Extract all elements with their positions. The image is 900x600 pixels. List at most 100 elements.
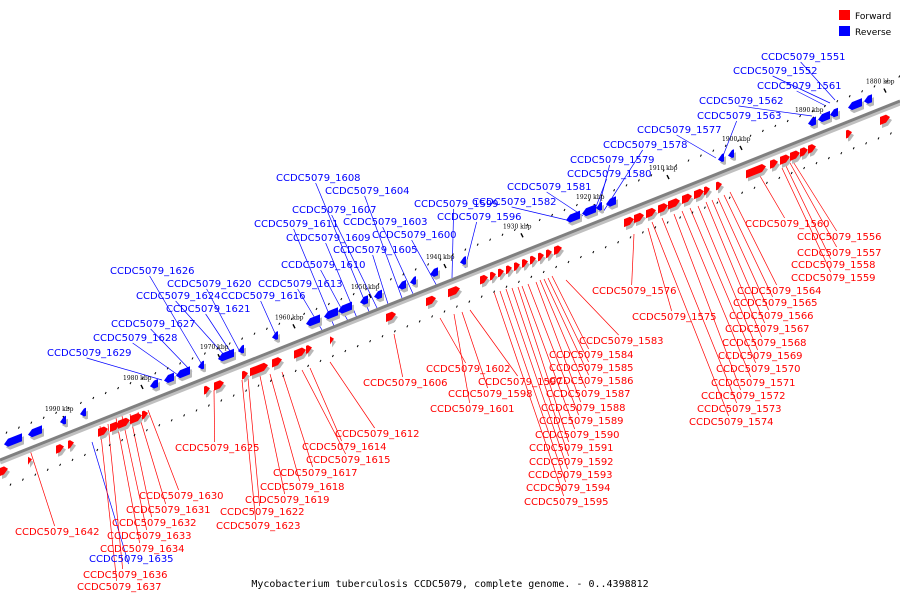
reverse-gene-glyph-4 xyxy=(80,407,86,417)
leader-line-ccdc5079-1606 xyxy=(393,333,403,378)
forward-gene-glyph-11 xyxy=(214,380,224,391)
forward-gene-glyph-22 xyxy=(490,271,496,281)
forward-gene-glyph-46 xyxy=(846,129,852,139)
forward-gene-glyph-9 xyxy=(142,410,148,420)
minor-tick xyxy=(377,282,380,286)
minor-tick xyxy=(852,147,855,150)
forward-gene-glyph-27 xyxy=(530,255,536,265)
minor-tick xyxy=(406,325,409,328)
forward-gene-glyph-40 xyxy=(746,164,766,179)
gene-label-ccdc5079-1628: CCDC5079_1628 xyxy=(93,333,178,344)
minor-tick xyxy=(513,228,516,232)
gene-label-ccdc5079-1589: CCDC5079_1589 xyxy=(539,416,624,427)
leader-line-ccdc5079-1618 xyxy=(269,373,300,482)
leader-line-ccdc5079-1579 xyxy=(597,164,610,211)
minor-tick xyxy=(741,191,744,194)
minor-tick xyxy=(331,354,334,358)
reverse-gene-glyph-18 xyxy=(410,276,416,285)
forward-gene-glyph-6 xyxy=(110,421,120,433)
minor-tick xyxy=(290,317,293,321)
minor-tick xyxy=(220,399,223,402)
leader-line-ccdc5079-1573 xyxy=(661,217,737,404)
reverse-gene-glyph-30 xyxy=(848,98,862,111)
minor-tick xyxy=(840,151,843,155)
scale-label: 1930 kbp xyxy=(503,223,532,230)
leader-line-ccdc5079-1565 xyxy=(723,194,773,298)
minor-tick xyxy=(563,208,566,212)
forward-gene-glyph-17-shadow xyxy=(332,339,336,348)
gene-label-ccdc5079-1563: CCDC5079_1563 xyxy=(697,111,782,122)
leader-line-ccdc5079-1642 xyxy=(29,449,55,527)
gene-label-ccdc5079-1565: CCDC5079_1565 xyxy=(733,298,818,309)
leader-line-ccdc5079-1604 xyxy=(364,195,403,299)
scale-label: 1920 kbp xyxy=(576,194,605,201)
minor-tick xyxy=(216,347,219,350)
reverse-gene-glyph-22 xyxy=(582,204,596,217)
gene-label-ccdc5079-1564: CCDC5079_1564 xyxy=(737,286,822,297)
leader-line-ccdc5079-1562 xyxy=(738,105,813,117)
leader-line-ccdc5079-1557 xyxy=(789,162,837,248)
leader-line-ccdc5079-1611 xyxy=(293,228,335,327)
minor-tick xyxy=(71,458,74,462)
forward-gene-glyph-42 xyxy=(780,154,790,165)
leader-line-ccdc5079-1630 xyxy=(147,409,179,491)
minor-tick xyxy=(803,166,806,170)
gene-label-ccdc5079-1572: CCDC5079_1572 xyxy=(701,391,786,402)
minor-tick xyxy=(489,238,492,241)
reverse-gene-glyph-15 xyxy=(360,295,368,305)
leader-line-ccdc5079-1571 xyxy=(681,210,751,378)
forward-gene-glyph-44 xyxy=(800,147,808,157)
minor-tick xyxy=(158,424,161,427)
gene-label-ccdc5079-1585: CCDC5079_1585 xyxy=(549,363,634,374)
leader-line-ccdc5079-1585 xyxy=(547,277,589,363)
forward-gene-glyph-40-shadow xyxy=(748,167,768,182)
reverse-gene-glyph-25 xyxy=(718,153,724,162)
leader-line-ccdc5079-1626 xyxy=(149,275,205,369)
minor-tick xyxy=(34,473,37,476)
forward-gene-glyph-13 xyxy=(250,362,268,377)
gene-label-ccdc5079-1568: CCDC5079_1568 xyxy=(722,338,807,349)
minor-tick xyxy=(265,327,268,330)
reverse-gene-glyph-11 xyxy=(272,331,278,340)
minor-tick xyxy=(195,409,198,412)
gene-label-ccdc5079-1603: CCDC5079_1603 xyxy=(343,217,428,228)
minor-tick xyxy=(629,236,632,239)
minor-tick xyxy=(393,330,396,333)
gene-label-ccdc5079-1577: CCDC5079_1577 xyxy=(637,125,722,136)
leader-line-ccdc5079-1619 xyxy=(259,375,285,495)
gene-label-ccdc5079-1626: CCDC5079_1626 xyxy=(110,266,195,277)
gene-label-ccdc5079-1612: CCDC5079_1612 xyxy=(335,429,420,440)
minor-tick xyxy=(352,292,355,296)
leader-line-ccdc5079-1587 xyxy=(539,279,586,389)
forward-gene-glyph-34 xyxy=(658,203,668,214)
reverse-gene-glyph-7 xyxy=(176,366,190,379)
reverse-gene-glyph-27 xyxy=(808,116,816,127)
forward-gene-glyph-41 xyxy=(770,159,778,169)
gene-label-ccdc5079-1583: CCDC5079_1583 xyxy=(579,336,664,347)
legend-reverse-swatch xyxy=(839,26,850,36)
gene-label-ccdc5079-1566: CCDC5079_1566 xyxy=(729,311,814,322)
reverse-gene-glyph-24 xyxy=(606,196,616,207)
minor-tick xyxy=(315,307,318,311)
gene-label-ccdc5079-1579: CCDC5079_1579 xyxy=(570,155,655,166)
reverse-gene-glyph-16 xyxy=(374,289,382,300)
leader-line-ccdc5079-1620 xyxy=(206,288,241,353)
minor-tick xyxy=(365,287,368,291)
minor-tick xyxy=(848,95,851,98)
forward-gene-glyph-37 xyxy=(694,188,704,200)
gene-label-ccdc5079-1593: CCDC5079_1593 xyxy=(528,470,613,481)
legend-reverse-label: Reverse xyxy=(855,28,892,38)
minor-tick xyxy=(46,468,49,471)
leader-line-ccdc5079-1577 xyxy=(676,134,717,159)
gene-label-ccdc5079-1578: CCDC5079_1578 xyxy=(603,140,688,151)
minor-tick xyxy=(703,206,706,209)
forward-gene-glyph-28 xyxy=(538,252,544,262)
minor-tick xyxy=(765,181,768,185)
legend: Forward Reverse xyxy=(839,10,892,38)
minor-tick xyxy=(778,176,781,180)
leader-line-ccdc5079-1635 xyxy=(91,441,129,565)
leader-line-ccdc5079-1595 xyxy=(493,291,564,497)
forward-gene-glyph-30 xyxy=(554,245,562,255)
reverse-gene-glyph-23 xyxy=(596,201,602,211)
gene-label-ccdc5079-1600: CCDC5079_1600 xyxy=(372,230,457,241)
